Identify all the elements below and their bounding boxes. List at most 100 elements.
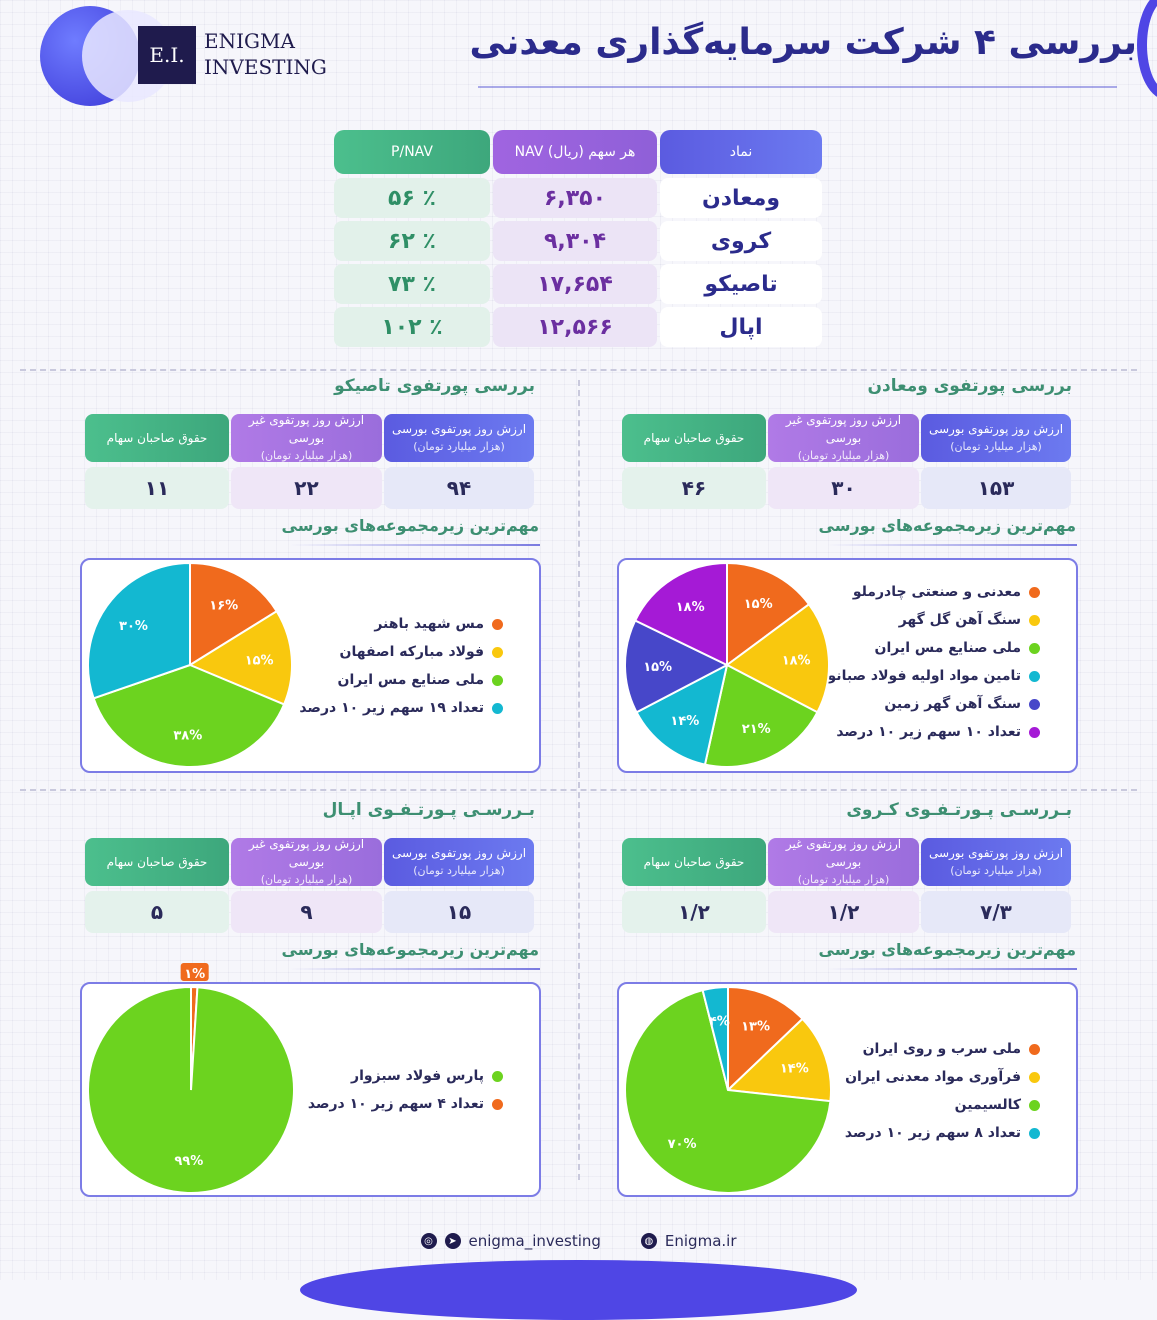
legend-item: سنگ آهن گهر زمین (819, 690, 1040, 718)
legend-swatch (1029, 642, 1040, 654)
header-label: حقوق صاحبان سهام (643, 431, 745, 445)
page-title: بررسی ۴ شرکت سرمایه‌گذاری معدنی (469, 22, 1137, 63)
legend-swatch (1029, 586, 1040, 598)
header-unit: (هزار میلیارد تومان) (950, 440, 1042, 453)
footer-handle-text: enigma_investing (468, 1232, 601, 1250)
header-label: ارزش روز پورتفوی غیر بورسی (248, 413, 365, 445)
legend-swatch (492, 674, 503, 686)
legend-swatch (492, 1098, 503, 1110)
legend-label: سنگ آهن گهر زمین (884, 696, 1021, 712)
legend-item: پارس فولاد سبزوار (308, 1062, 503, 1090)
row-symbol: ومعادن (660, 178, 822, 218)
value-nonbourse: ۱/۲ (768, 891, 919, 933)
chart-legend: مس شهید باهنر فولاد مبارکه اصفهان ملی صنای… (299, 610, 503, 722)
legend-item: تامین مواد اولیه فولاد صبانور (819, 662, 1040, 690)
row-pnav: ۷۳ ٪ (334, 264, 490, 304)
legend-label: تامین مواد اولیه فولاد صبانور (819, 668, 1021, 684)
section-subtitle: مهم‌ترین زیرمجموعه‌های بورسی (281, 516, 539, 535)
legend-item: تعداد ۱۹ سهم زیر ۱۰ درصد (299, 694, 503, 722)
logo-mark: E.I. (138, 26, 196, 84)
header-label: ارزش روز پورتفوی غیر بورسی (785, 837, 902, 869)
value-equity: ۱/۲ (622, 891, 766, 933)
header-bourse: ارزش روز پورتفوی بورسی (هزار میلیارد توما… (921, 414, 1071, 462)
footer-site[interactable]: ◍ Enigma.ir (640, 1232, 737, 1250)
globe-icon: ◍ (640, 1233, 657, 1249)
header-label: حقوق صاحبان سهام (106, 431, 208, 445)
chart-legend: معدنی و صنعتی چادرملو سنگ آهن گل گهر ملی ص… (819, 578, 1040, 746)
header-symbol: نماد (660, 130, 822, 174)
value-equity: ۱۱ (85, 467, 229, 509)
header-bourse: ارزش روز پورتفوی بورسی (هزار میلیارد توما… (384, 838, 534, 886)
header-nonbourse: ارزش روز پورتفوی غیر بورسی (هزار میلیارد … (231, 837, 382, 886)
legend-swatch (1029, 698, 1040, 710)
value-bourse: ۷/۳ (921, 891, 1071, 933)
header-unit: (هزار میلیارد تومان) (260, 873, 353, 886)
legend-item: سنگ آهن گل گهر (819, 606, 1040, 634)
legend-label: تعداد ۱۹ سهم زیر ۱۰ درصد (299, 700, 484, 716)
legend-swatch (1029, 1043, 1040, 1055)
value-bourse: ۹۴ (384, 467, 534, 509)
legend-swatch (1029, 726, 1040, 738)
legend-label: مس شهید باهنر (374, 616, 484, 632)
value-bourse: ۱۵ (384, 891, 534, 933)
header-label: ارزش روز پورتفوی بورسی (391, 846, 527, 860)
row-nav: ۹,۳۰۴ (493, 221, 657, 261)
legend-item: ملی صنایع مس ایران (299, 666, 503, 694)
legend-swatch (492, 1070, 503, 1082)
legend-item: کالسیمین (845, 1091, 1040, 1119)
legend-item: تعداد ۸ سهم زیر ۱۰ درصد (845, 1119, 1040, 1147)
divider-vertical (578, 380, 580, 1180)
legend-label: تعداد ۴ سهم زیر ۱۰ درصد (307, 1096, 484, 1112)
header-unit: (هزار میلیارد تومان) (950, 864, 1042, 877)
row-symbol: تاصیکو (660, 264, 822, 304)
header-equity: حقوق صاحبان سهام (622, 414, 766, 462)
value-nonbourse: ۹ (231, 891, 382, 933)
header-label: ارزش روز پورتفوی غیر بورسی (785, 413, 902, 445)
legend-item: تعداد ۴ سهم زیر ۱۰ درصد (308, 1090, 503, 1118)
header-equity: حقوق صاحبان سهام (85, 414, 229, 462)
header-label: ارزش روز پورتفوی بورسی (928, 422, 1064, 436)
legend-label: پارس فولاد سبزوار (351, 1068, 484, 1084)
title-underline (478, 86, 1117, 88)
legend-swatch (1029, 1127, 1040, 1139)
value-nonbourse: ۲۲ (231, 467, 382, 509)
value-nonbourse: ۳۰ (768, 467, 919, 509)
subtitle-underline (290, 544, 540, 546)
header-label: حقوق صاحبان سهام (643, 855, 745, 869)
legend-label: تعداد ۸ سهم زیر ۱۰ درصد (844, 1125, 1021, 1141)
legend-label: کالسیمین (954, 1097, 1021, 1113)
legend-label: تعداد ۱۰ سهم زیر ۱۰ درصد (836, 724, 1021, 740)
instagram-icon: ◎ (420, 1233, 437, 1249)
telegram-icon: ➤ (444, 1233, 461, 1249)
legend-label: معدنی و صنعتی چادرملو (852, 584, 1021, 600)
logo-text: ENIGMA INVESTING (204, 28, 327, 80)
row-pnav: ۶۲ ٪ (334, 221, 490, 261)
legend-swatch (1029, 614, 1040, 626)
legend-item: مس شهید باهنر (299, 610, 503, 638)
section-title: بررسی پورتفوی ومعادن (867, 376, 1073, 396)
legend-item: ملی سرب و روی ایران (845, 1035, 1040, 1063)
subtitle-underline (827, 544, 1077, 546)
row-nav: ۶,۳۵۰ (493, 178, 657, 218)
header-pnav: P/NAV (334, 130, 490, 174)
row-nav: ۱۷,۶۵۴ (493, 264, 657, 304)
logo-line2: INVESTING (204, 55, 327, 79)
brand-logo: E.I. ENIGMA INVESTING (40, 6, 330, 106)
row-symbol: اپال (660, 307, 822, 347)
section-title: بـررسـی پـورتـفـوی کـروی (846, 800, 1072, 820)
header-nonbourse: ارزش روز پورتفوی غیر بورسی (هزار میلیارد … (768, 413, 919, 462)
footer-handle[interactable]: ◎ ➤ enigma_investing (420, 1232, 601, 1250)
legend-label: ملی صنایع مس ایران (874, 640, 1021, 656)
header-bourse: ارزش روز پورتفوی بورسی (هزار میلیارد توما… (384, 414, 534, 462)
logo-line1: ENIGMA (204, 29, 295, 53)
legend-item: ملی صنایع مس ایران (819, 634, 1040, 662)
footer-site-text: Enigma.ir (664, 1232, 737, 1250)
header-label: ارزش روز پورتفوی بورسی (391, 422, 527, 436)
header-unit: (هزار میلیارد تومان) (413, 440, 505, 453)
header-bourse: ارزش روز پورتفوی بورسی (هزار میلیارد توما… (921, 838, 1071, 886)
header-unit: (هزار میلیارد تومان) (260, 449, 353, 462)
legend-label: فولاد مبارکه اصفهان (339, 644, 484, 660)
header-label: حقوق صاحبان سهام (106, 855, 208, 869)
legend-swatch (1029, 1099, 1040, 1111)
legend-label: سنگ آهن گل گهر (898, 612, 1021, 628)
